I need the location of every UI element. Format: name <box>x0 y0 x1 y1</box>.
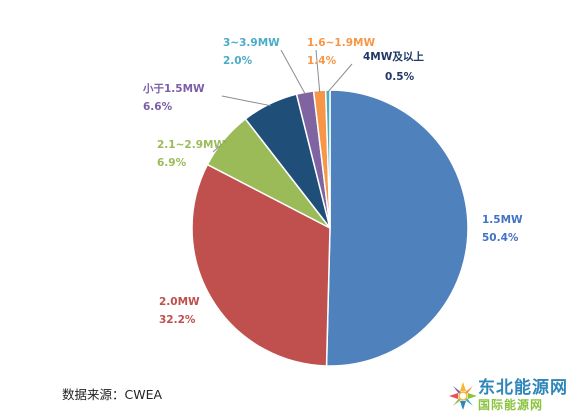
slice-label-2-0mw: 2.0MW <box>159 296 200 308</box>
slice-value-3-3-9mw: 2.0% <box>223 55 253 67</box>
slice-value-4mw: 0.5% <box>385 71 415 83</box>
source-note: 数据来源：CWEA <box>62 387 163 402</box>
pie-slice-1 <box>325 89 469 367</box>
leader-line-3 <box>212 140 226 153</box>
slice-label-1-6-1-9mw: 1.6~1.9MW <box>307 37 375 49</box>
slice-labels: 1.5MW 50.4% 2.0MW 32.2% 2.1~2.9MW 6.9% 小于1.5MW… <box>142 37 523 326</box>
sunburst-logo-icon <box>449 382 477 410</box>
logo-main-text: 东北能源网 <box>478 378 568 398</box>
slice-label-1-5mw: 1.5MW <box>482 214 523 226</box>
slice-label-3-3-9mw: 3~3.9MW <box>223 37 280 49</box>
slice-label-2-1-2-9mw: 2.1~2.9MW <box>157 139 225 151</box>
slice-value-1-5mw: 50.4% <box>482 232 519 244</box>
pie-slice-2 <box>191 163 331 367</box>
slice-value-1-6-1-9mw: 1.4% <box>307 55 337 67</box>
leader-lines <box>212 49 353 153</box>
leader-line-6 <box>315 49 321 93</box>
pie-slices <box>191 89 469 367</box>
leader-line-4 <box>221 95 271 107</box>
logo-sub-text: 国际能源网 <box>478 398 544 412</box>
slice-label-4mw: 4MW及以上 <box>363 50 424 63</box>
leader-line-5 <box>280 49 306 95</box>
slice-value-2-1-2-9mw: 6.9% <box>157 157 187 169</box>
slice-value-2-0mw: 32.2% <box>159 314 196 326</box>
leader-line-7 <box>327 63 353 93</box>
slice-label-1-5mw: 小于1.5MW <box>142 82 205 95</box>
watermark-logo: 东北能源网 国际能源网 <box>448 372 580 420</box>
slice-value-1-5mw: 6.6% <box>143 101 173 113</box>
